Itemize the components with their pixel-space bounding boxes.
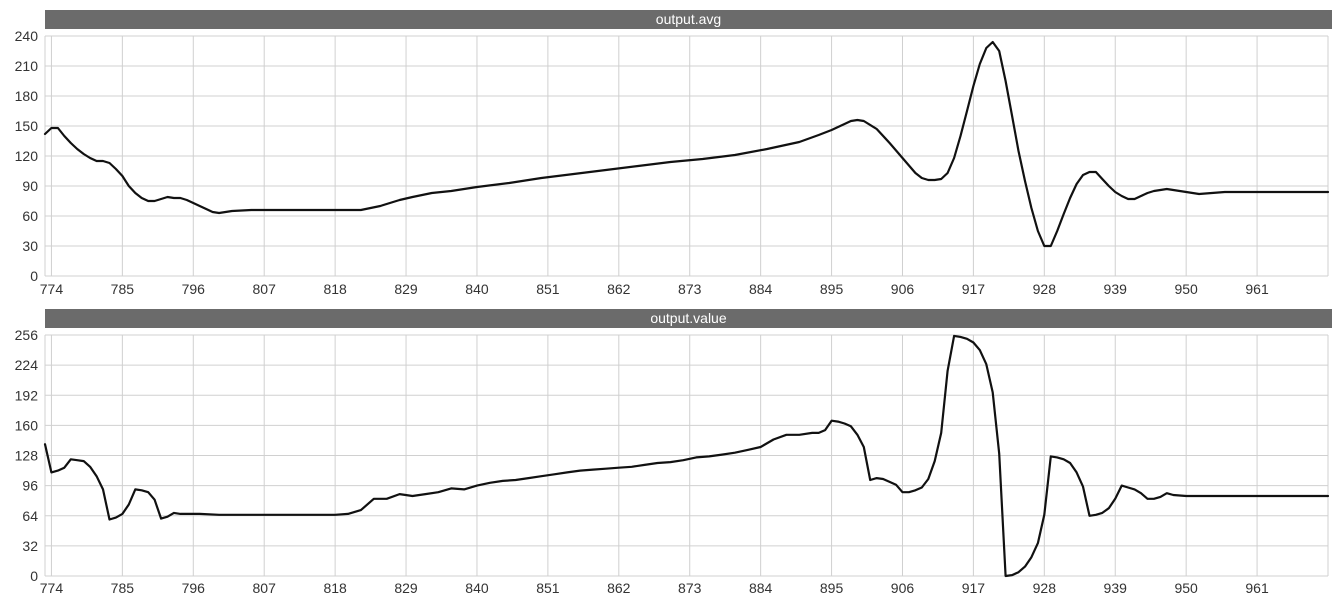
output-avg-x-tick-label: 862 <box>607 281 631 297</box>
output-avg-x-tick-label: 851 <box>536 281 560 297</box>
output-avg-panel: output.avg 0 30 60 90 120 150 180 210 240 774 785 7… <box>15 10 1332 297</box>
output-value-y-tick-label: 96 <box>22 478 38 494</box>
output-value-y-tick-label: 192 <box>15 387 39 403</box>
output-value-x-tick-label: 840 <box>465 580 489 596</box>
output-value-y-tick-label: 224 <box>15 357 39 373</box>
output-avg-x-tick-label: 807 <box>253 281 277 297</box>
output-value-x-tick-label: 785 <box>111 580 135 596</box>
output-value-panel: output.value 0 32 64 96 128 160 192 224 256 774 78… <box>15 309 1332 596</box>
output-value-title: output.value <box>650 310 726 326</box>
output-avg-x-tick-label: 906 <box>891 281 915 297</box>
output-value-ticks: 0 32 64 96 128 160 192 224 256 774 785 796 807 818 829… <box>15 327 1269 596</box>
output-value-y-tick-label: 256 <box>15 327 39 343</box>
output-avg-title-bar <box>45 10 1332 29</box>
output-avg-ticks: 0 30 60 90 120 150 180 210 240 774 785 796 807 818 829… <box>15 28 1269 297</box>
output-value-x-tick-label: 917 <box>962 580 986 596</box>
output-value-series <box>43 334 1330 578</box>
output-value-x-tick-label: 829 <box>394 580 418 596</box>
output-avg-title: output.avg <box>656 11 721 27</box>
output-avg-x-tick-label: 818 <box>323 281 347 297</box>
output-value-x-tick-label: 818 <box>323 580 347 596</box>
output-avg-y-tick-label: 120 <box>15 148 39 164</box>
output-avg-x-tick-label: 884 <box>749 281 773 297</box>
output-avg-y-tick-label: 210 <box>15 58 39 74</box>
output-avg-x-tick-label: 961 <box>1245 281 1269 297</box>
output-value-x-tick-label: 895 <box>820 580 844 596</box>
output-avg-grid <box>44 35 1329 277</box>
output-value-x-tick-label: 873 <box>678 580 702 596</box>
output-avg-x-tick-label: 774 <box>40 281 64 297</box>
output-avg-x-tick-label: 950 <box>1174 281 1198 297</box>
output-value-y-tick-label: 160 <box>15 417 39 433</box>
output-value-x-tick-label: 884 <box>749 580 773 596</box>
output-avg-x-tick-label: 895 <box>820 281 844 297</box>
output-avg-x-tick-label: 829 <box>394 281 418 297</box>
output-value-x-tick-label: 950 <box>1174 580 1198 596</box>
output-value-y-tick-label: 32 <box>22 538 38 554</box>
output-value-x-tick-label: 807 <box>253 580 277 596</box>
output-avg-x-tick-label: 796 <box>182 281 206 297</box>
output-avg-y-tick-label: 60 <box>22 208 38 224</box>
output-value-y-tick-label: 64 <box>22 508 38 524</box>
output-value-x-tick-label: 906 <box>891 580 915 596</box>
output-value-x-tick-label: 961 <box>1245 580 1269 596</box>
output-avg-series <box>43 40 1330 248</box>
output-avg-x-tick-label: 840 <box>465 281 489 297</box>
output-avg-x-tick-label: 917 <box>962 281 986 297</box>
output-value-x-tick-label: 862 <box>607 580 631 596</box>
output-value-x-tick-label: 851 <box>536 580 560 596</box>
output-avg-y-tick-label: 0 <box>30 268 38 284</box>
output-value-grid <box>44 334 1329 577</box>
output-avg-x-tick-label: 785 <box>111 281 135 297</box>
output-value-x-tick-label: 939 <box>1104 580 1128 596</box>
output-value-y-tick-label: 128 <box>15 448 39 464</box>
output-avg-x-tick-label: 873 <box>678 281 702 297</box>
output-avg-y-tick-label: 150 <box>15 118 39 134</box>
output-avg-y-tick-label: 240 <box>15 28 39 44</box>
output-value-x-tick-label: 928 <box>1033 580 1057 596</box>
output-value-series-line <box>43 334 1330 578</box>
output-value-x-tick-label: 796 <box>182 580 206 596</box>
output-avg-x-tick-label: 939 <box>1104 281 1128 297</box>
output-value-x-tick-label: 774 <box>40 580 64 596</box>
output-avg-x-tick-label: 928 <box>1033 281 1057 297</box>
output-avg-y-tick-label: 30 <box>22 238 38 254</box>
output-avg-y-tick-label: 90 <box>22 178 38 194</box>
output-avg-series-line <box>43 40 1330 248</box>
output-avg-y-tick-label: 180 <box>15 88 39 104</box>
output-value-y-tick-label: 0 <box>30 568 38 584</box>
output-value-title-bar <box>45 309 1332 328</box>
